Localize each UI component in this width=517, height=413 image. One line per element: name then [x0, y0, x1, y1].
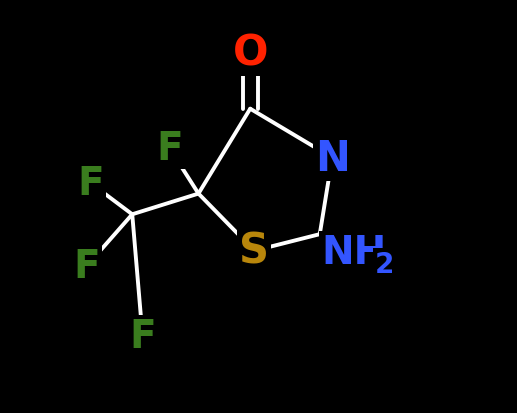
Text: N: N	[315, 137, 349, 179]
Text: 2: 2	[375, 250, 394, 278]
Text: NH: NH	[321, 233, 386, 271]
Text: O: O	[233, 33, 268, 75]
Text: F: F	[73, 247, 100, 285]
Text: S: S	[239, 230, 269, 272]
Text: F: F	[156, 130, 183, 168]
Text: F: F	[129, 318, 156, 356]
Text: F: F	[78, 165, 104, 203]
